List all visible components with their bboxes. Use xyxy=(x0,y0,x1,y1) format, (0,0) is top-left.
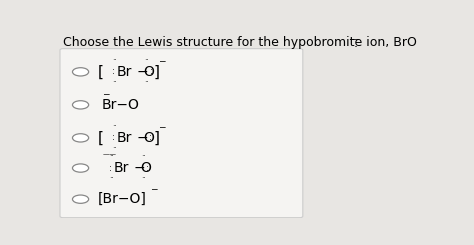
Text: [Br−O]: [Br−O] xyxy=(98,192,146,206)
Text: [: [ xyxy=(98,64,104,79)
Text: :: : xyxy=(112,133,115,142)
Text: ··: ·· xyxy=(112,122,117,131)
Text: ··: ·· xyxy=(112,144,117,153)
Circle shape xyxy=(73,101,89,109)
Text: O: O xyxy=(143,65,154,79)
Text: −: − xyxy=(102,89,109,98)
Text: ··: ·· xyxy=(141,174,146,184)
Circle shape xyxy=(73,134,89,142)
Text: Choose the Lewis structure for the hypobromite ion, BrO: Choose the Lewis structure for the hypob… xyxy=(63,36,417,49)
Text: −: − xyxy=(158,56,166,65)
Text: Br: Br xyxy=(117,131,132,145)
Circle shape xyxy=(73,164,89,172)
Text: :: : xyxy=(112,67,115,76)
Text: ··: ·· xyxy=(112,78,117,87)
Text: −: − xyxy=(134,161,145,175)
Text: −: − xyxy=(150,184,158,193)
FancyBboxPatch shape xyxy=(60,49,303,218)
Text: ··: ·· xyxy=(144,56,148,65)
Text: .: . xyxy=(354,37,358,49)
Text: O: O xyxy=(143,131,154,145)
Text: :: : xyxy=(146,164,149,172)
Text: Br: Br xyxy=(114,161,129,175)
Text: −: − xyxy=(137,131,148,145)
Text: ··: ·· xyxy=(144,78,148,87)
Text: −: − xyxy=(137,65,148,79)
Circle shape xyxy=(73,68,89,76)
Text: ]: ] xyxy=(154,130,160,145)
Text: :: : xyxy=(109,164,112,172)
Text: −: − xyxy=(158,122,166,131)
Circle shape xyxy=(73,195,89,203)
Text: ··: ·· xyxy=(141,153,146,162)
Text: ——: —— xyxy=(102,151,116,158)
Text: ··: ·· xyxy=(109,153,114,162)
Text: −: − xyxy=(351,35,358,44)
Text: Br: Br xyxy=(117,65,132,79)
Text: ··: ·· xyxy=(112,56,117,65)
Text: Br−O: Br−O xyxy=(101,98,139,112)
Text: :: : xyxy=(150,67,153,76)
Text: ]: ] xyxy=(154,64,160,79)
Text: O: O xyxy=(140,161,151,175)
Text: :: : xyxy=(149,133,152,142)
Text: ··: ·· xyxy=(109,174,114,184)
Text: [: [ xyxy=(98,130,104,145)
